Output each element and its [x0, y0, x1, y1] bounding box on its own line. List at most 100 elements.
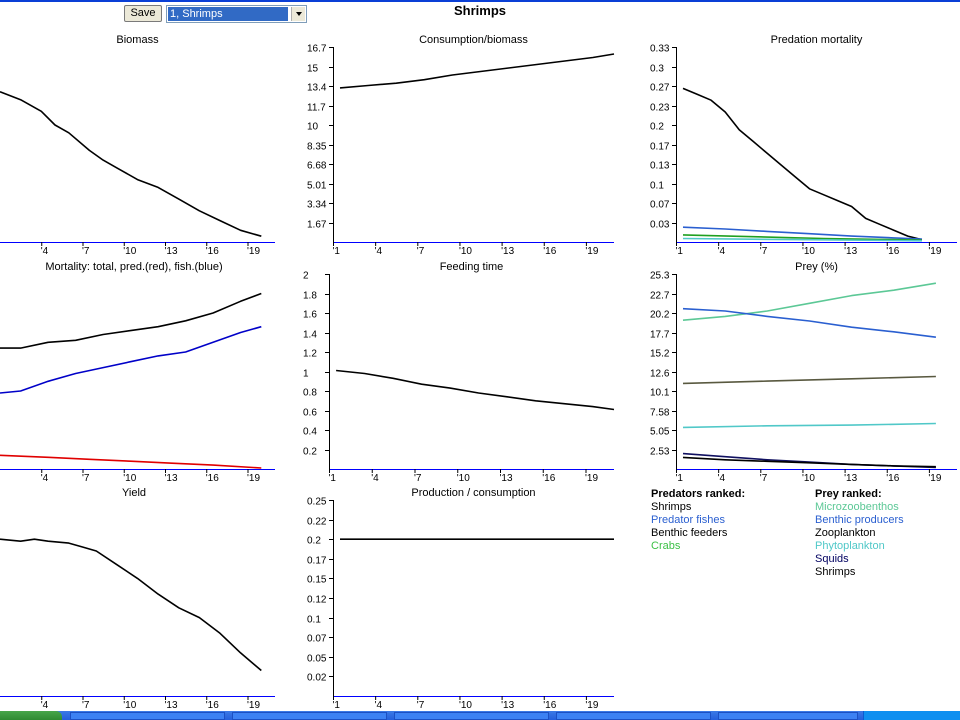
y-tick-label: 15.2	[650, 349, 670, 360]
series-line	[682, 375, 936, 385]
group-dropdown[interactable]: 1, Shrimps	[166, 5, 307, 23]
y-tick-label: 0.02	[307, 673, 327, 684]
y-tick-label: 7.58	[650, 408, 670, 419]
x-tick-label: '13	[501, 700, 514, 711]
chart-title: Yield	[121, 487, 147, 499]
y-tick-label: 0.25	[307, 497, 327, 508]
x-tick-label: '1	[333, 700, 341, 711]
y-tick-label: 16.7	[307, 44, 327, 55]
y-tick-label: 0.17	[307, 556, 327, 567]
group-dropdown-value: 1, Shrimps	[168, 7, 288, 21]
x-tick-label: '13	[844, 473, 857, 484]
y-tick-label: 0.3	[650, 64, 664, 75]
x-tick-label: '1	[676, 246, 684, 257]
y-tick-label: 22.7	[650, 291, 670, 302]
x-tick-label: '7	[414, 473, 422, 484]
x-tick-label: '13	[165, 473, 178, 484]
y-tick-label: 0.8	[303, 388, 317, 399]
x-tick-label: '4	[41, 700, 49, 711]
y-tick-label: 12.6	[650, 369, 670, 380]
x-tick-label: '10	[802, 246, 815, 257]
x-tick-label: '4	[41, 473, 49, 484]
consumption-biomass-chart: Consumption/biomass '1 '4 '7 '10 '13 '16 '19 16…	[307, 34, 615, 257]
y-tick-label: 17.7	[650, 330, 670, 341]
start-button[interactable]	[0, 711, 62, 720]
y-tick-label: 10.1	[650, 388, 670, 399]
yield-plot: '4 '7 '10 '13 '16 '19	[0, 538, 275, 711]
legend-item: Microzoobenthos	[815, 501, 899, 513]
x-tick-label: '19	[585, 246, 598, 257]
taskbar-item[interactable]	[70, 712, 225, 720]
taskbar-item[interactable]	[232, 712, 387, 720]
x-tick-label: '19	[928, 473, 941, 484]
chart-title: Mortality: total, pred.(red), fish.(blue…	[45, 261, 223, 273]
y-tick-label: 0.1	[650, 181, 664, 192]
legend-item: Crabs	[651, 540, 681, 552]
y-tick-label: 0.33	[650, 44, 670, 55]
series-line	[336, 369, 615, 411]
chart-title: Consumption/biomass	[419, 34, 528, 46]
legend-item: Phytoplankton	[815, 540, 885, 552]
taskbar	[0, 711, 960, 720]
x-tick-label: '7	[417, 700, 425, 711]
prey-chart: Prey (%) '1 '4 '7 '10 '13 '16 '19 25.3 22.7 20.2 1…	[650, 261, 957, 484]
predators-heading: Predators ranked:	[651, 488, 746, 500]
save-button[interactable]: Save	[124, 5, 162, 22]
x-tick-label: '16	[886, 246, 899, 257]
chart-title: Prey (%)	[795, 261, 838, 273]
taskbar-item[interactable]	[556, 712, 711, 720]
production_consumption-plot: '1 '4 '7 '10 '13 '16 '19 0.25 0.22 0.2 0.17 0.15 0.1…	[307, 497, 614, 711]
chevron-down-icon[interactable]	[291, 7, 305, 21]
x-tick-label: '19	[247, 473, 260, 484]
y-tick-label: 5.05	[650, 427, 670, 438]
y-tick-label: 0.2	[303, 447, 317, 458]
x-tick-label: '19	[585, 473, 598, 484]
feeding_time-plot: '1 '4 '7 '10 '13 '16 '19 2 1.8 1.6 1.4 1.2 1 0.8 0.6 0.…	[303, 271, 615, 484]
x-tick-label: '13	[165, 246, 178, 257]
x-tick-label: '19	[247, 246, 260, 257]
x-tick-label: '4	[718, 246, 726, 257]
taskbar-item[interactable]	[394, 712, 549, 720]
y-tick-label: 2.53	[650, 447, 670, 458]
x-tick-label: '19	[585, 700, 598, 711]
x-tick-label: '16	[886, 473, 899, 484]
series-line	[682, 307, 937, 338]
mortality-plot: '4 '7 '10 '13 '16 '19	[0, 292, 275, 484]
chart-title: Production / consumption	[411, 487, 536, 499]
legend-item: Shrimps	[651, 501, 692, 513]
taskbar-item[interactable]	[718, 712, 858, 720]
x-tick-label: '19	[928, 246, 941, 257]
system-tray	[863, 711, 960, 720]
y-tick-label: 0.23	[650, 103, 670, 114]
x-tick-label: '7	[82, 700, 90, 711]
y-tick-label: 0.22	[307, 517, 327, 528]
production-consumption-chart: Production / consumption '1 '4 '7 '10 '13 '16…	[307, 487, 614, 711]
x-tick-label: '16	[543, 246, 556, 257]
predation_mortality-plot: '1 '4 '7 '10 '13 '16 '19 0.33 0.3 0.27 0.23 0.2 0.17…	[650, 44, 957, 257]
y-tick-label: 1.2	[303, 349, 317, 360]
y-tick-label: 0.2	[650, 122, 664, 133]
series-line	[0, 91, 262, 237]
x-tick-label: '7	[760, 473, 768, 484]
y-tick-label: 0.4	[303, 427, 317, 438]
y-tick-label: 10	[307, 122, 319, 133]
consumption_biomass-plot: '1 '4 '7 '10 '13 '16 '19 16.7 15 13.4 11.7 10 8.35 6.…	[307, 44, 615, 257]
series-line	[682, 234, 922, 241]
y-tick-label: 6.68	[307, 161, 327, 172]
x-tick-label: '16	[206, 246, 219, 257]
x-tick-label: '13	[165, 700, 178, 711]
x-tick-label: '1	[329, 473, 337, 484]
legend-item: Zooplankton	[815, 527, 876, 539]
prey-legend: Prey ranked: Microzoobenthos Benthic pro…	[815, 488, 904, 579]
x-tick-label: '4	[375, 246, 383, 257]
predators-legend: Predators ranked: Shrimps Predator fishe…	[651, 488, 745, 553]
x-tick-label: '10	[802, 473, 815, 484]
y-tick-label: 1.6	[303, 310, 317, 321]
y-tick-label: 1.67	[307, 220, 327, 231]
x-tick-label: '10	[459, 246, 472, 257]
y-tick-label: 3.34	[307, 200, 327, 211]
yield-chart: Yield '4 '7 '10 '13 '16 '19	[0, 487, 275, 711]
prey-heading: Prey ranked:	[815, 488, 882, 500]
legend-item: Predator fishes	[651, 514, 725, 526]
x-tick-label: '4	[41, 246, 49, 257]
